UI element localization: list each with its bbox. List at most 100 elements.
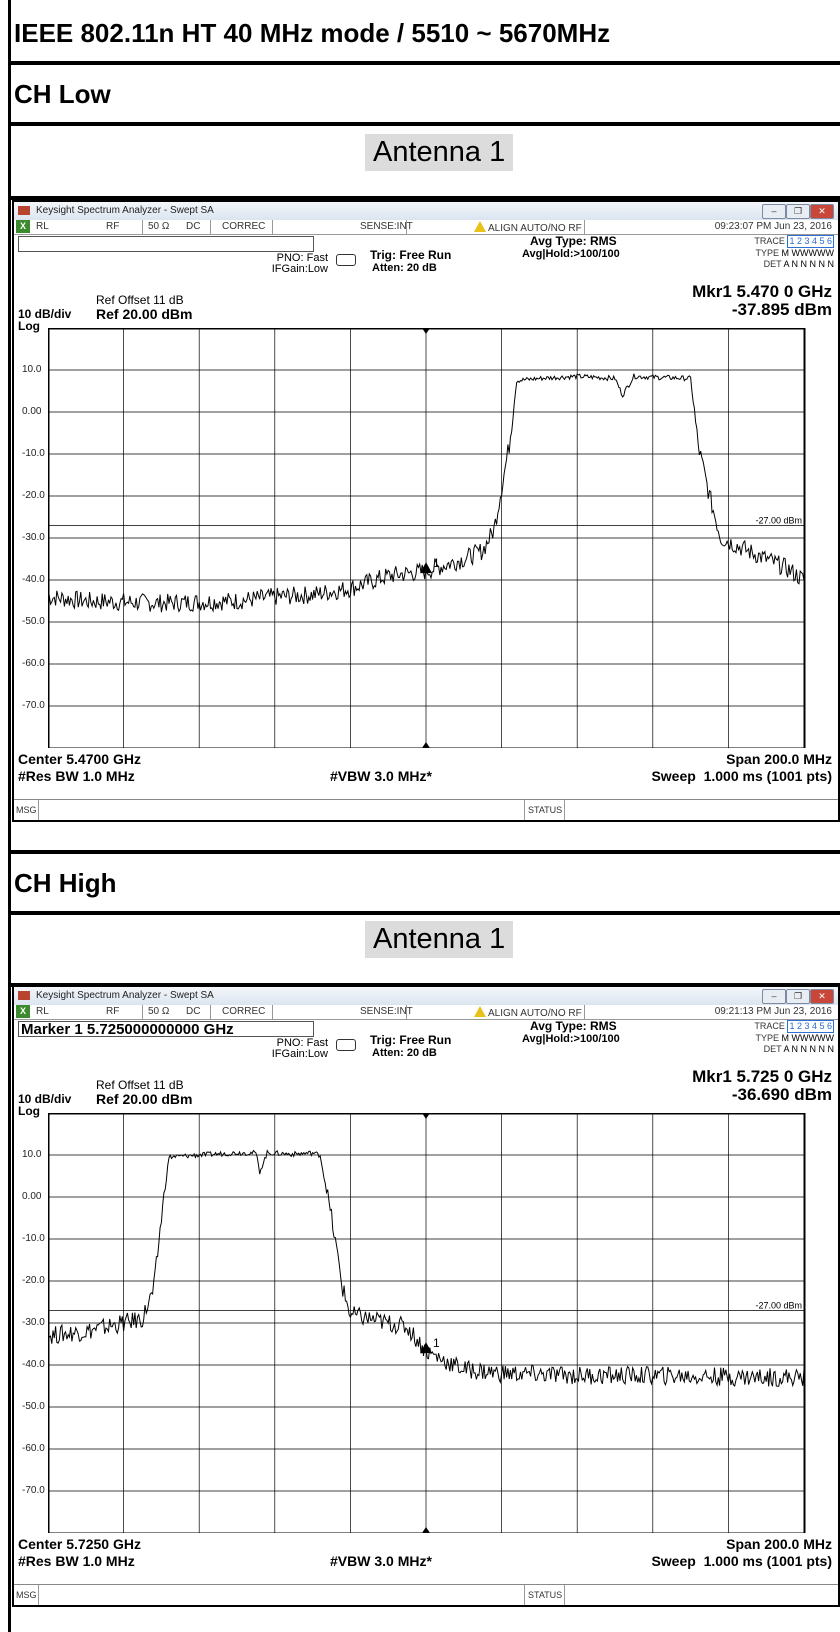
divider <box>584 220 585 234</box>
divider <box>524 800 525 820</box>
page-frame <box>8 0 840 1632</box>
det-label: DET <box>763 259 782 269</box>
y-tick-label: -50.0 <box>22 1401 45 1412</box>
warning-icon <box>474 1006 486 1017</box>
close-icon[interactable]: ✕ <box>810 204 834 219</box>
divider <box>142 220 143 234</box>
page-title: IEEE 802.11n HT 40 MHz mode / 5510 ~ 567… <box>14 18 611 48</box>
section-header-low: CH Low <box>8 65 840 126</box>
y-tick-label: -70.0 <box>22 1485 45 1496</box>
close-icon[interactable]: ✕ <box>810 989 834 1004</box>
divider <box>38 800 39 820</box>
marker-1-label: 1 <box>433 1336 440 1350</box>
marker-entry-field[interactable] <box>18 236 314 252</box>
avg-type-label: Avg Type: RMS <box>530 234 617 248</box>
status-rf: RF <box>106 1006 120 1017</box>
scale-div: 10 dB/div <box>18 307 72 321</box>
trace-info: TRACE 1 2 3 4 5 6 TYPE M WWWWW DET A N N… <box>754 235 834 270</box>
antenna-row: Antenna 1 <box>8 126 840 200</box>
type-value: M WWWWW <box>781 1033 834 1043</box>
y-tick-label: -50.0 <box>22 616 45 627</box>
y-tick-label: -30.0 <box>22 532 45 543</box>
y-tick-label: -10.0 <box>22 1233 45 1244</box>
ifgain-label: IFGain:Low <box>271 263 328 275</box>
window-title: Keysight Spectrum Analyzer - Swept SA <box>36 205 214 216</box>
trigger-icon <box>336 254 356 266</box>
scale-div: 10 dB/div <box>18 1092 72 1106</box>
y-tick-label: -60.0 <box>22 658 45 669</box>
restore-icon[interactable]: ❐ <box>786 204 810 219</box>
status-strip: X RL RF 50 Ω DC CORREC SENSE:INT ALIGN A… <box>14 1005 838 1020</box>
trace-numbers[interactable]: 1 2 3 4 5 6 <box>787 1020 834 1033</box>
limit-line-label: -27.00 dBm <box>755 1300 802 1310</box>
avg-hold-label: Avg|Hold:>100/100 <box>522 248 620 260</box>
y-tick-label: -60.0 <box>22 1443 45 1454</box>
det-label: DET <box>763 1044 782 1054</box>
spectrum-plot: -27.00 dBm 1 <box>48 1113 806 1533</box>
minimize-icon[interactable]: – <box>762 989 786 1004</box>
status-correc: CORREC <box>222 1006 266 1017</box>
marker-entry-field[interactable]: Marker 1 5.725000000000 GHz <box>18 1021 314 1037</box>
y-tick-label: 0.00 <box>22 1191 42 1202</box>
det-value: A N N N N N <box>783 259 834 269</box>
center-triangle-top-icon <box>422 328 430 334</box>
antenna-row: Antenna 1 <box>8 915 840 987</box>
trace-numbers[interactable]: 1 2 3 4 5 6 <box>787 235 834 248</box>
minimize-icon[interactable]: – <box>762 204 786 219</box>
span: Span 200.0 MHz <box>726 1536 832 1552</box>
status-label: STATUS <box>528 1590 563 1600</box>
trace-label: TRACE <box>754 1021 785 1031</box>
section-title: CH High <box>14 868 117 898</box>
limit-line-label: -27.00 dBm <box>755 515 802 525</box>
antenna-label: Antenna 1 <box>365 921 514 958</box>
y-tick-label: 10.0 <box>22 364 42 375</box>
pno-label: PNO: Fast <box>276 1037 328 1049</box>
scale-label: 10 dB/div Log <box>18 308 71 332</box>
center-triangle-bottom-icon <box>422 742 430 748</box>
msg-label: MSG <box>16 1590 37 1600</box>
type-label: TYPE <box>755 248 779 258</box>
status-correc: CORREC <box>222 221 266 232</box>
divider <box>564 800 565 820</box>
status-dc: DC <box>186 221 201 232</box>
keysight-logo-icon: X <box>16 1005 30 1018</box>
ref-offset: Ref Offset 11 dB <box>96 1078 184 1092</box>
y-tick-label: -40.0 <box>22 574 45 585</box>
keysight-logo-icon: X <box>16 220 30 233</box>
spectrum-plot: -27.00 dBm 1 <box>48 328 806 748</box>
ref-level: Ref 20.00 dBm <box>96 1091 193 1107</box>
status-dc: DC <box>186 1006 201 1017</box>
window-titlebar: Keysight Spectrum Analyzer - Swept SA – … <box>14 202 838 221</box>
trigger-label: Trig: Free Run <box>370 1033 452 1047</box>
divider <box>564 1585 565 1605</box>
center-frequency: Center 5.4700 GHz <box>18 751 141 767</box>
res-bw: #Res BW 1.0 MHz <box>18 768 135 784</box>
status-impedance: 50 Ω <box>148 1006 170 1017</box>
status-time: 09:21:13 PM Jun 23, 2016 <box>714 1006 832 1017</box>
sweep: Sweep 1.000 ms (1001 pts) <box>651 768 832 784</box>
status-rf: RF <box>106 221 120 232</box>
y-tick-label: 0.00 <box>22 406 42 417</box>
status-label: STATUS <box>528 805 563 815</box>
marker-frequency: Mkr1 5.470 0 GHz <box>692 282 832 301</box>
status-strip: X RL RF 50 Ω DC CORREC SENSE:INT ALIGN A… <box>14 220 838 235</box>
divider <box>272 220 273 234</box>
spectrum-analyzer-high: Keysight Spectrum Analyzer - Swept SA – … <box>12 985 840 1607</box>
sweep: Sweep 1.000 ms (1001 pts) <box>651 1553 832 1569</box>
restore-icon[interactable]: ❐ <box>786 989 810 1004</box>
window-titlebar: Keysight Spectrum Analyzer - Swept SA – … <box>14 987 838 1006</box>
marker-level: -36.690 dBm <box>731 1085 832 1104</box>
center-frequency: Center 5.7250 GHz <box>18 1536 141 1552</box>
status-rl: RL <box>36 221 49 232</box>
y-tick-label: -30.0 <box>22 1317 45 1328</box>
scale-label: 10 dB/div Log <box>18 1093 71 1117</box>
ifgain-label: IFGain:Low <box>271 1048 328 1060</box>
trigger-icon <box>336 1039 356 1051</box>
y-tick-label: -70.0 <box>22 700 45 711</box>
divider <box>210 220 211 234</box>
avg-hold-label: Avg|Hold:>100/100 <box>522 1033 620 1045</box>
atten-label: Atten: 20 dB <box>372 1047 437 1059</box>
divider <box>142 1005 143 1019</box>
section-header-high: CH High <box>8 850 840 915</box>
marker-frequency: Mkr1 5.725 0 GHz <box>692 1067 832 1086</box>
